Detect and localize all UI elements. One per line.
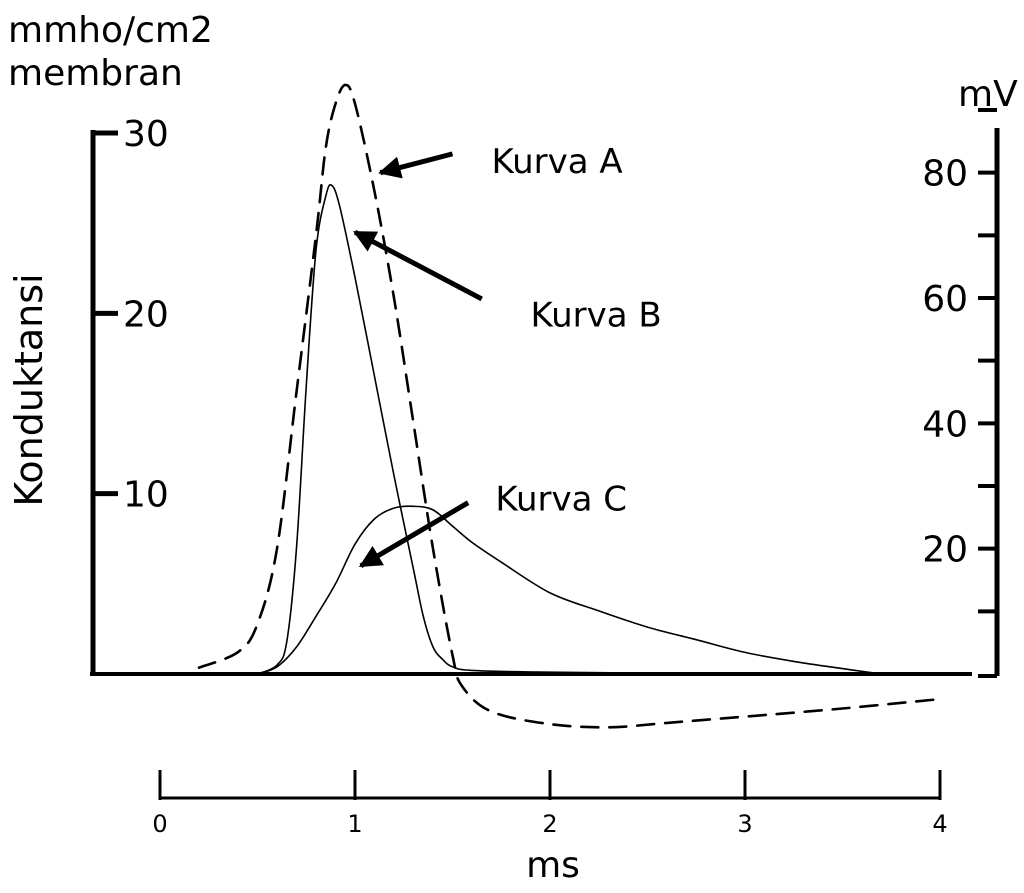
x-tick-label-2: 2 [542, 810, 557, 838]
annotation-label-kurva-b: Kurva B [531, 295, 662, 335]
x-tick-label-0: 0 [152, 810, 167, 838]
series-line-kurva-a [197, 83, 942, 729]
series-line-kurva-c [256, 505, 883, 675]
series-line-kurva-b [256, 184, 746, 675]
x-tick-label-1: 1 [347, 810, 362, 838]
left-axis-unit-label-2: membran [8, 53, 183, 94]
right-tick-label-20: 20 [922, 530, 968, 571]
right-tick-label-60: 60 [922, 279, 968, 320]
annotation-arrow-kurva-c [358, 500, 470, 568]
left-axis-title: Konduktansi [7, 273, 51, 506]
left-tick-label-30: 30 [123, 114, 169, 155]
annotation-arrow-kurva-a [378, 151, 454, 179]
x-axis-title: ms [526, 845, 580, 886]
annotation-label-kurva-c: Kurva C [495, 479, 627, 519]
x-tick-label-4: 4 [932, 810, 947, 838]
left-axis-unit-label-1: mmho/cm2 [8, 10, 213, 51]
left-tick-label-10: 10 [123, 475, 169, 516]
x-tick-label-3: 3 [737, 810, 752, 838]
left-tick-label-20: 20 [123, 294, 169, 335]
annotation-label-kurva-a: Kurva A [492, 142, 623, 182]
right-tick-label-80: 80 [922, 154, 968, 195]
right-tick-label-40: 40 [922, 404, 968, 445]
annotation-arrow-kurva-b [353, 229, 483, 302]
